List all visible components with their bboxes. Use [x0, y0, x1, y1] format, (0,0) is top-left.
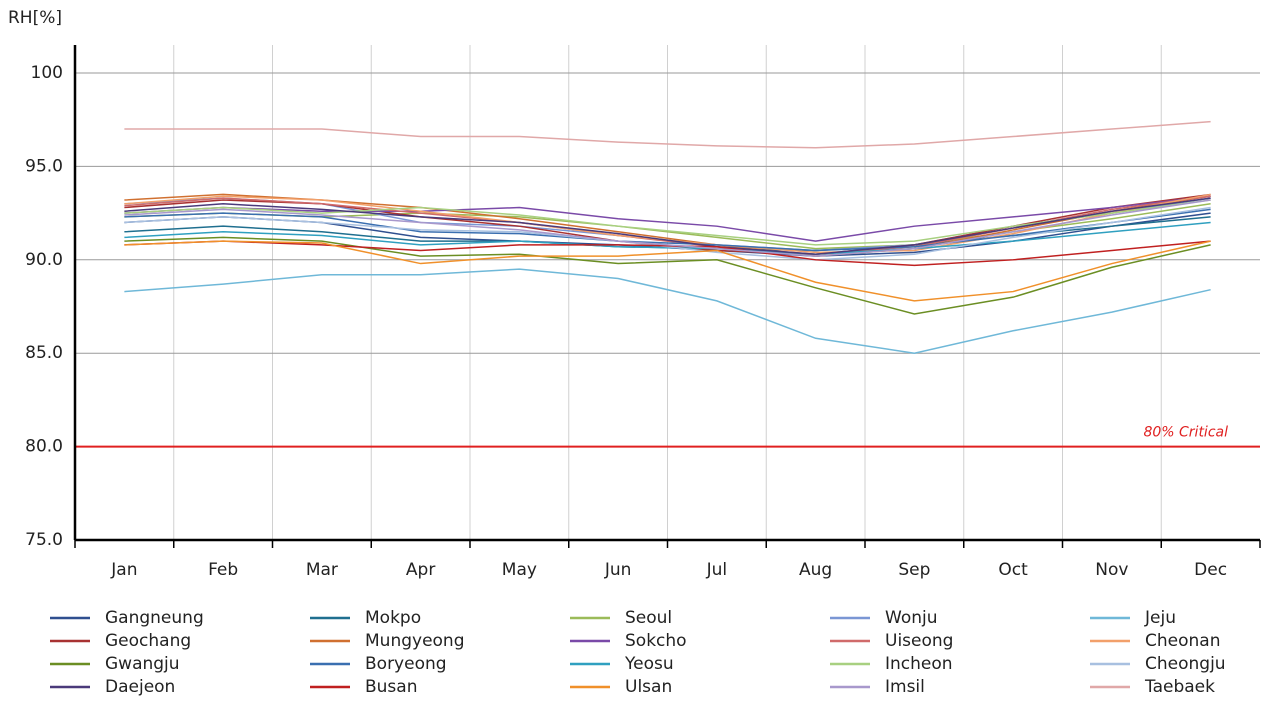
legend-label: Geochang	[105, 631, 191, 651]
legend-label: Mokpo	[365, 608, 421, 628]
series-line	[124, 195, 1211, 242]
legend-label: Wonju	[885, 608, 938, 628]
series-line	[124, 240, 1211, 302]
series-line	[124, 221, 1211, 255]
y-tick-label: 75.0	[25, 530, 63, 550]
x-tick-label: Jul	[706, 560, 728, 580]
critical-label: 80% Critical	[1143, 425, 1228, 441]
series-line	[124, 199, 1211, 246]
legend-label: Incheon	[885, 654, 953, 674]
legend-label: Mungyeong	[365, 631, 465, 651]
x-tick-label: May	[502, 560, 537, 580]
series-line	[124, 197, 1211, 255]
legend-label: Jeju	[1144, 608, 1176, 628]
x-tick-label: Feb	[208, 560, 238, 580]
y-tick-label: 95.0	[25, 156, 63, 176]
x-tick-label: Jan	[110, 560, 137, 580]
legend-label: Daejeon	[105, 677, 175, 697]
series-line	[124, 268, 1211, 354]
x-tick-label: Aug	[799, 560, 832, 580]
legend-label: Cheonan	[1145, 631, 1220, 651]
legend-label: Busan	[365, 677, 418, 697]
y-tick-label: 100	[31, 63, 63, 83]
legend-label: Taebaek	[1144, 677, 1215, 697]
legend-label: Boryeong	[365, 654, 447, 674]
series-line	[124, 240, 1211, 267]
x-tick-label: Oct	[998, 560, 1028, 580]
x-tick-label: Sep	[898, 560, 930, 580]
legend-label: Uiseong	[885, 631, 953, 651]
x-tick-label: Dec	[1194, 560, 1227, 580]
x-tick-label: Mar	[306, 560, 338, 580]
legend-label: Gwangju	[105, 654, 180, 674]
legend-label: Ulsan	[625, 677, 672, 697]
y-tick-label: 85.0	[25, 343, 63, 363]
series-line	[124, 208, 1211, 252]
legend-label: Cheongju	[1145, 654, 1226, 674]
x-tick-label: Nov	[1095, 560, 1128, 580]
series-line	[124, 236, 1211, 315]
series-line	[124, 199, 1211, 257]
legend-label: Seoul	[625, 608, 672, 628]
legend-label: Sokcho	[625, 631, 687, 651]
legend-label: Gangneung	[105, 608, 204, 628]
x-tick-label: Jun	[604, 560, 632, 580]
legend-label: Yeosu	[624, 654, 674, 674]
series-line	[124, 120, 1211, 149]
y-tick-label: 80.0	[25, 437, 63, 457]
series-line	[124, 206, 1211, 261]
legend-label: Imsil	[885, 677, 925, 697]
y-axis-label: RH[%]	[8, 8, 62, 28]
y-tick-label: 90.0	[25, 250, 63, 270]
x-tick-label: Apr	[406, 560, 435, 580]
legend: Gangneung Mokpo Seoul Wonju Jeju Geochang Mung…	[50, 608, 1226, 697]
